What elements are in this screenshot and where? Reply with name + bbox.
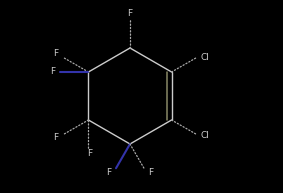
Text: F: F: [106, 168, 112, 177]
Text: Cl: Cl: [200, 52, 209, 62]
Text: F: F: [53, 49, 59, 58]
Text: F: F: [87, 150, 92, 158]
Text: F: F: [149, 168, 154, 177]
Text: F: F: [53, 134, 59, 142]
Text: Cl: Cl: [200, 130, 209, 140]
Text: F: F: [127, 9, 132, 19]
Text: F: F: [50, 68, 55, 76]
